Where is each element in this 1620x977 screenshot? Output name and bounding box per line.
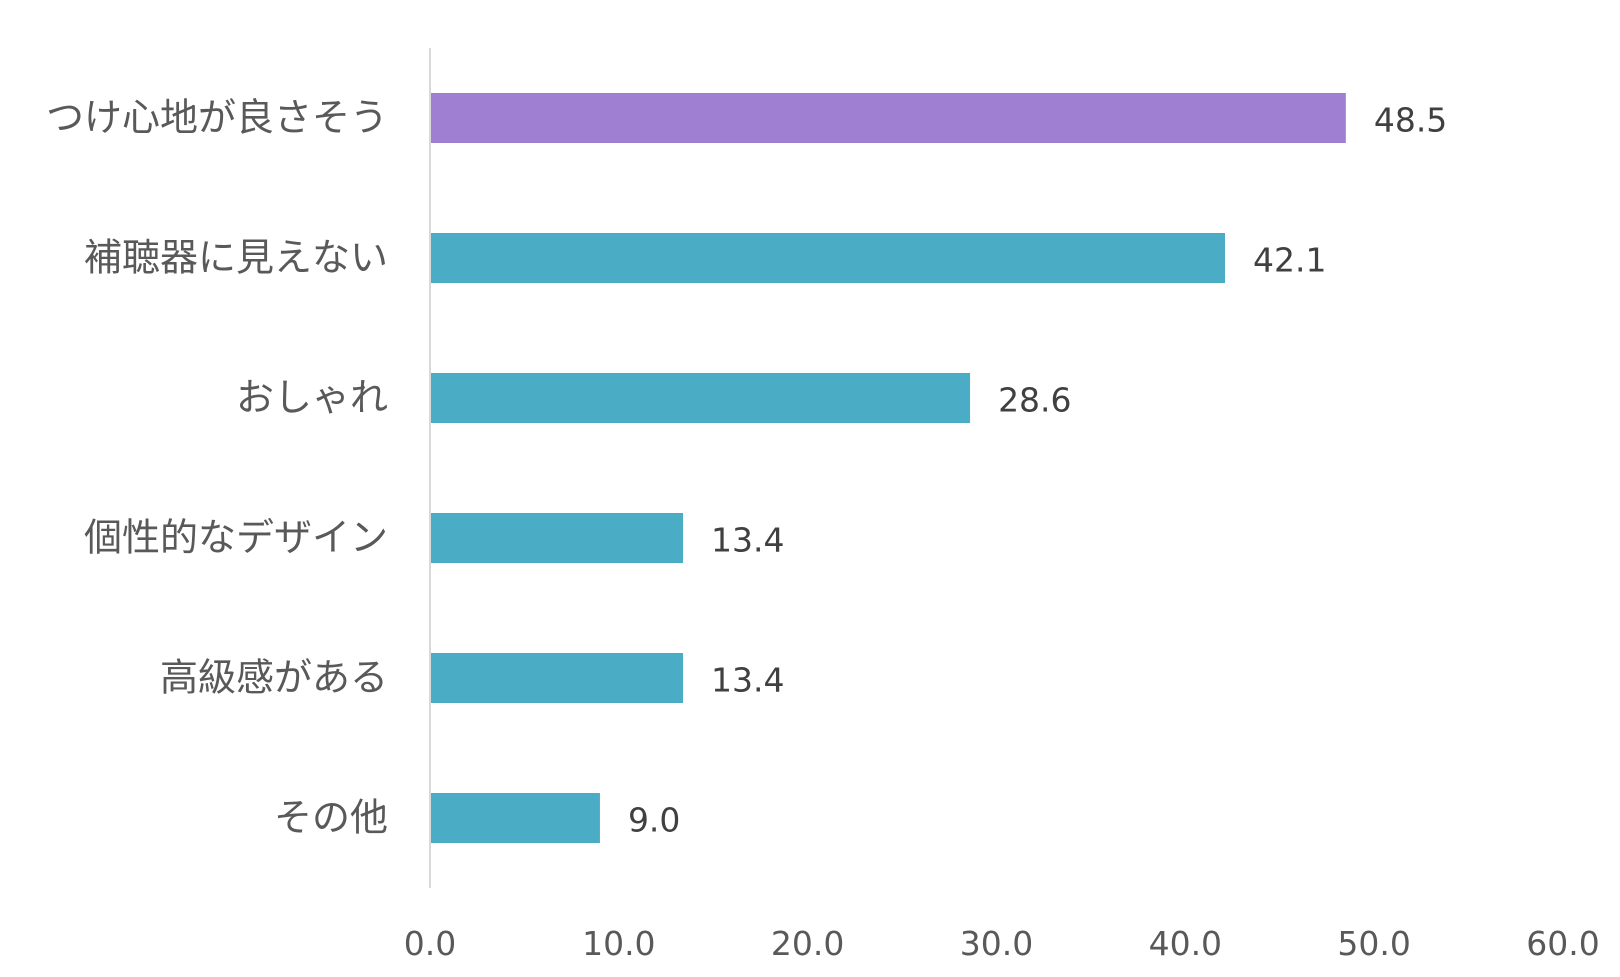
category-label-3: おしゃれ: [236, 376, 388, 420]
value-label-6: 9.0: [628, 801, 680, 840]
bar-2: [430, 233, 1225, 283]
x-tick-label-2: 20.0: [771, 924, 844, 963]
value-label-2: 42.1: [1253, 241, 1326, 280]
value-label-4: 13.4: [711, 521, 784, 560]
category-label-1: つけ心地が良さそう: [46, 96, 388, 140]
x-tick-label-5: 50.0: [1337, 924, 1410, 963]
bar-3: [430, 373, 971, 423]
value-label-5: 13.4: [711, 661, 784, 700]
value-label-1: 48.5: [1374, 101, 1447, 140]
value-labels: 48.5 42.1 28.6 13.4 13.4 9.0: [628, 101, 1447, 840]
bar-1: [430, 93, 1346, 143]
x-tick-label-4: 40.0: [1149, 924, 1222, 963]
x-axis-tick-labels: 0.0 10.0 20.0 30.0 40.0 50.0 60.0: [404, 924, 1600, 963]
category-label-6: その他: [274, 796, 388, 840]
value-label-3: 28.6: [998, 381, 1071, 420]
category-label-4: 個性的なデザイン: [84, 516, 388, 560]
bars-layer: [430, 93, 1346, 843]
x-tick-label-0: 0.0: [404, 924, 456, 963]
bar-5: [430, 653, 684, 703]
category-label-2: 補聴器に見えない: [84, 236, 388, 280]
category-label-5: 高級感がある: [160, 656, 388, 700]
x-tick-label-1: 10.0: [582, 924, 655, 963]
x-tick-label-6: 60.0: [1526, 924, 1599, 963]
bar-6: [430, 793, 600, 843]
x-tick-label-3: 30.0: [960, 924, 1033, 963]
bar-4: [430, 513, 684, 563]
